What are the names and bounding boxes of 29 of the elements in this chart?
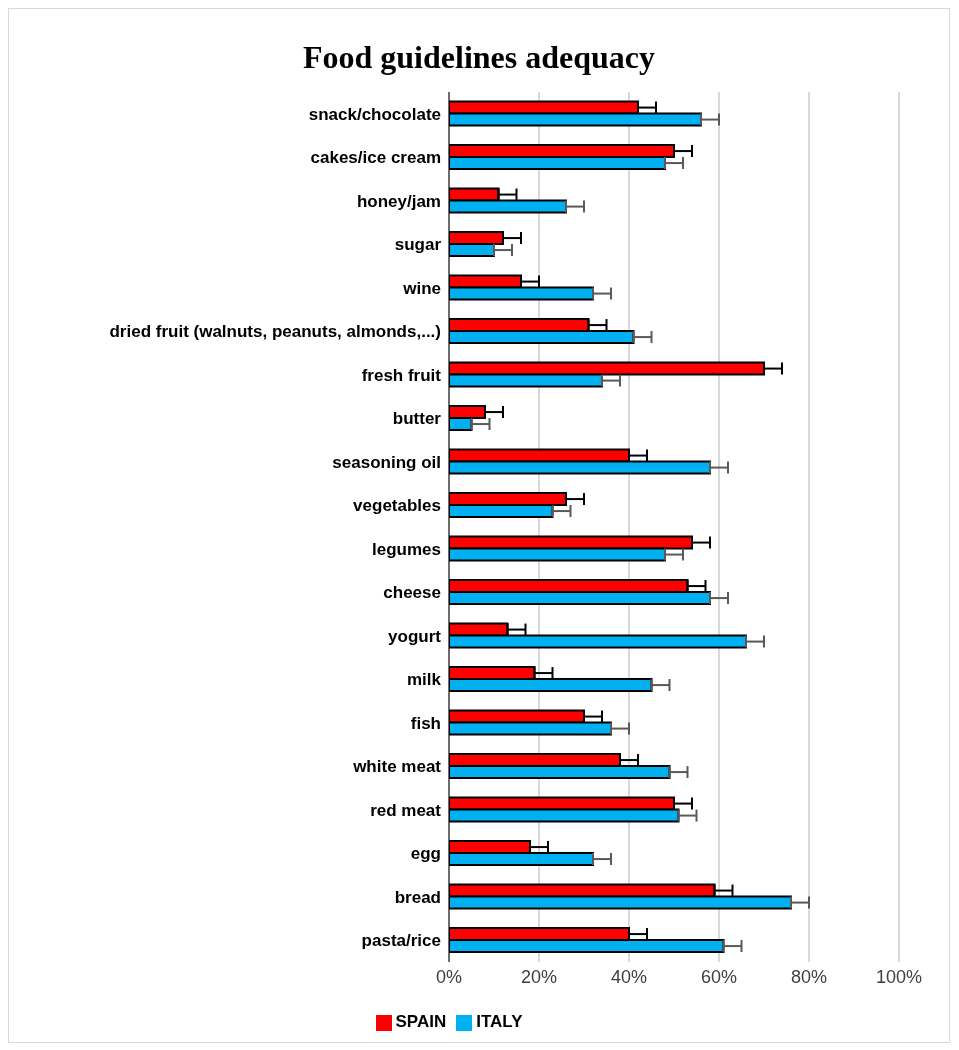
legend-label: ITALY bbox=[476, 1012, 523, 1031]
x-tick-label: 100% bbox=[875, 966, 923, 987]
y-tick-label: yogurt bbox=[388, 626, 442, 646]
y-tick-label: pasta/rice bbox=[361, 931, 441, 951]
x-tick-label: 40% bbox=[610, 966, 648, 987]
y-tick-label: white meat bbox=[352, 757, 442, 777]
x-tick-label: 80% bbox=[790, 966, 828, 987]
y-tick-label: milk bbox=[406, 670, 442, 690]
chart-title: Food guidelines adequacy bbox=[301, 38, 657, 77]
y-tick-label: cakes/ice cream bbox=[310, 148, 441, 168]
x-tick-label: 0% bbox=[435, 966, 463, 987]
x-tick-label: 60% bbox=[700, 966, 738, 987]
y-tick-label: dried fruit (walnuts, peanuts, almonds,...) bbox=[109, 322, 441, 342]
y-tick-label: red meat bbox=[370, 800, 442, 820]
x-tick-label: 20% bbox=[520, 966, 558, 987]
y-tick-label: vegetables bbox=[353, 496, 441, 516]
y-tick-label: butter bbox=[392, 409, 442, 429]
y-tick-label: bread bbox=[394, 887, 441, 907]
y-tick-label: egg bbox=[410, 844, 441, 864]
y-tick-label: fresh fruit bbox=[361, 365, 442, 385]
y-tick-label: sugar bbox=[394, 235, 442, 255]
y-tick-label: cheese bbox=[383, 583, 441, 603]
y-tick-label: honey/jam bbox=[356, 191, 441, 211]
y-tick-label: seasoning oil bbox=[332, 452, 441, 472]
y-tick-label: snack/chocolate bbox=[308, 104, 441, 124]
y-tick-label: wine bbox=[402, 278, 441, 298]
y-tick-label: legumes bbox=[372, 539, 441, 559]
y-tick-label: fish bbox=[410, 713, 441, 733]
legend-label: SPAIN bbox=[395, 1012, 447, 1031]
